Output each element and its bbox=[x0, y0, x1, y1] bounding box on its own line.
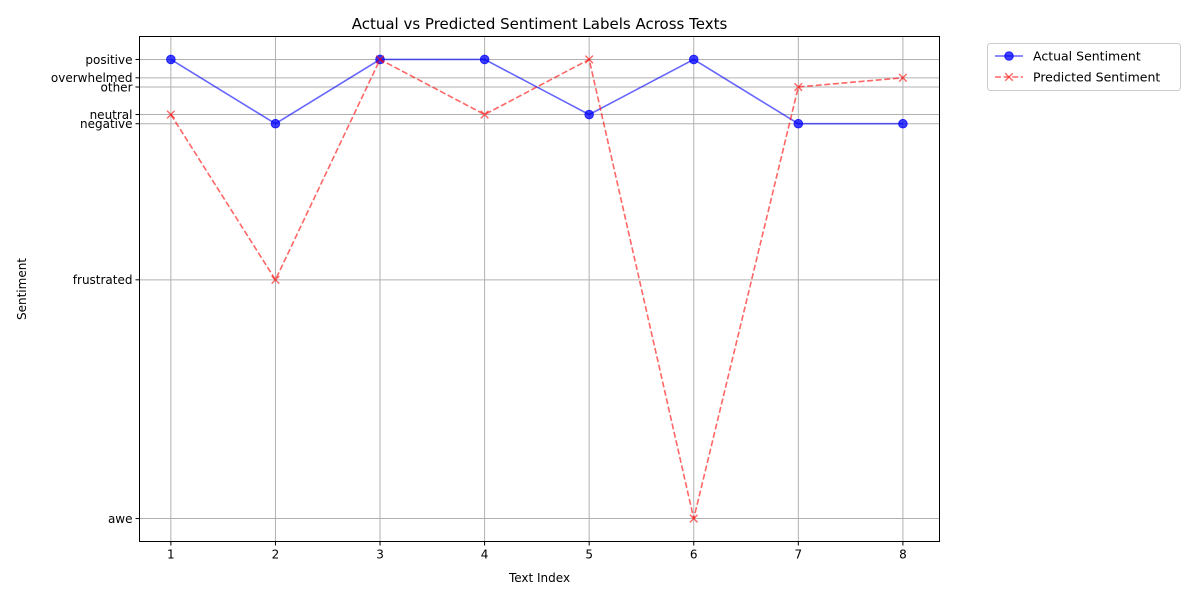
legend: Actual Sentiment Predicted Sentiment bbox=[987, 43, 1181, 91]
series-actual-sentiment bbox=[166, 54, 908, 129]
data-point bbox=[689, 514, 699, 523]
legend-entry: Predicted Sentiment bbox=[995, 69, 1160, 84]
series-line bbox=[170, 58, 903, 519]
data-point bbox=[898, 118, 908, 129]
data-point bbox=[584, 109, 594, 120]
x-tick-label: 4 bbox=[481, 548, 489, 562]
y-tick-label-overwhelmed: overwhelmed bbox=[51, 71, 133, 85]
y-tick-label-other: other bbox=[101, 80, 133, 94]
plot-area-frame bbox=[139, 36, 940, 542]
data-point bbox=[166, 54, 176, 65]
x-tick-label: 2 bbox=[272, 548, 280, 562]
y-tick-label-positive: positive bbox=[85, 53, 132, 67]
data-point bbox=[375, 55, 385, 64]
data-point bbox=[479, 54, 490, 65]
x-tick-label: 8 bbox=[899, 548, 907, 562]
data-point bbox=[898, 73, 908, 83]
y-tick-label-awe: awe bbox=[108, 512, 133, 526]
series-line bbox=[170, 58, 903, 125]
legend-label: Predicted Sentiment bbox=[1033, 69, 1160, 84]
legend-swatch-marker bbox=[1004, 72, 1014, 82]
data-point bbox=[480, 110, 489, 119]
legend-frame bbox=[987, 43, 1181, 91]
data-point bbox=[793, 118, 804, 129]
y-tick-label-neutral: neutral bbox=[90, 108, 133, 122]
data-point bbox=[584, 55, 594, 64]
data-point bbox=[270, 118, 281, 129]
series-predicted-sentiment bbox=[166, 55, 908, 523]
series-layer bbox=[166, 54, 908, 523]
data-point bbox=[688, 54, 699, 65]
x-tick-label: 5 bbox=[585, 548, 593, 562]
x-axis-label: Text Index bbox=[508, 571, 570, 585]
data-point bbox=[166, 110, 176, 119]
y-axis-label: Sentiment bbox=[15, 258, 29, 320]
y-tick-label-frustrated: frustrated bbox=[73, 273, 133, 287]
y-tick-label-negative: negative bbox=[80, 117, 132, 131]
x-tick-label: 3 bbox=[376, 548, 384, 562]
x-tick-label: 1 bbox=[167, 548, 175, 562]
legend-entry: Actual Sentiment bbox=[995, 48, 1141, 63]
data-point bbox=[271, 275, 280, 285]
data-point bbox=[794, 82, 803, 92]
chart-title: Actual vs Predicted Sentiment Labels Acr… bbox=[352, 15, 728, 33]
x-tick-label: 7 bbox=[795, 548, 803, 562]
x-tick-label: 6 bbox=[690, 548, 698, 562]
legend-swatch-marker bbox=[1004, 51, 1014, 61]
grid-lines bbox=[139, 36, 940, 542]
legend-label: Actual Sentiment bbox=[1033, 48, 1141, 63]
